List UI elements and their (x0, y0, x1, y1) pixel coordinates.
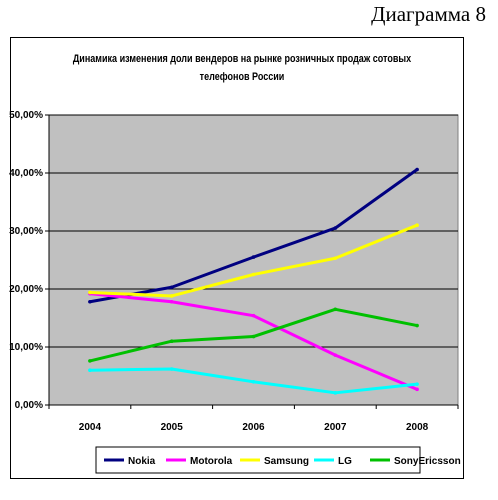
data-point-lg (169, 367, 174, 371)
y-tick-label: 30,00% (9, 226, 43, 237)
legend-label-samsung: Samsung (264, 456, 309, 467)
data-point-samsung (333, 256, 338, 261)
diagram-caption: Диаграмма 8 (371, 2, 486, 26)
data-point-samsung (169, 294, 174, 298)
x-tick-label: 2004 (79, 422, 102, 433)
y-tick-label: 0,00% (15, 400, 43, 411)
y-tick-label: 50,00% (9, 110, 43, 121)
data-point-samsung (88, 290, 92, 295)
data-point-nokia (169, 285, 174, 290)
y-tick-label: 10,00% (9, 342, 43, 353)
data-point-sonyericsson (333, 307, 338, 312)
data-point-samsung (415, 223, 419, 227)
legend-label-sonyericsson: SonyEricsson (394, 456, 461, 467)
data-point-lg (333, 391, 338, 395)
data-point-sonyericsson (169, 339, 174, 344)
y-tick-label: 20,00% (9, 284, 43, 295)
x-tick-label: 2006 (242, 422, 265, 433)
x-tick-label: 2007 (324, 422, 347, 433)
data-point-motorola (333, 353, 338, 357)
chart-title-line-2: телефонов России (199, 71, 285, 83)
data-point-lg (251, 380, 256, 384)
data-point-nokia (251, 255, 256, 259)
data-point-lg (415, 382, 419, 386)
plot-area (48, 114, 459, 406)
data-point-motorola (415, 387, 419, 392)
data-point-sonyericsson (415, 323, 419, 328)
data-point-lg (88, 368, 92, 373)
legend-label-lg: LG (338, 456, 352, 467)
data-point-sonyericsson (251, 334, 256, 339)
legend-label-motorola: Motorola (190, 456, 233, 467)
chart-title-line-1: Динамика изменения доли вендеров на рынк… (72, 53, 412, 65)
data-point-motorola (169, 299, 174, 304)
legend-label-nokia: Nokia (128, 456, 156, 467)
x-tick-label: 2008 (406, 422, 429, 433)
y-tick-label: 40,00% (9, 168, 43, 179)
data-point-sonyericsson (88, 359, 92, 363)
data-point-nokia (415, 167, 419, 172)
chart-title: Динамика изменения доли вендеров на рынк… (62, 50, 423, 86)
data-point-motorola (251, 313, 256, 318)
x-tick-label: 2005 (161, 422, 184, 433)
data-point-nokia (333, 226, 338, 230)
data-point-nokia (88, 299, 92, 304)
data-point-samsung (251, 272, 256, 277)
